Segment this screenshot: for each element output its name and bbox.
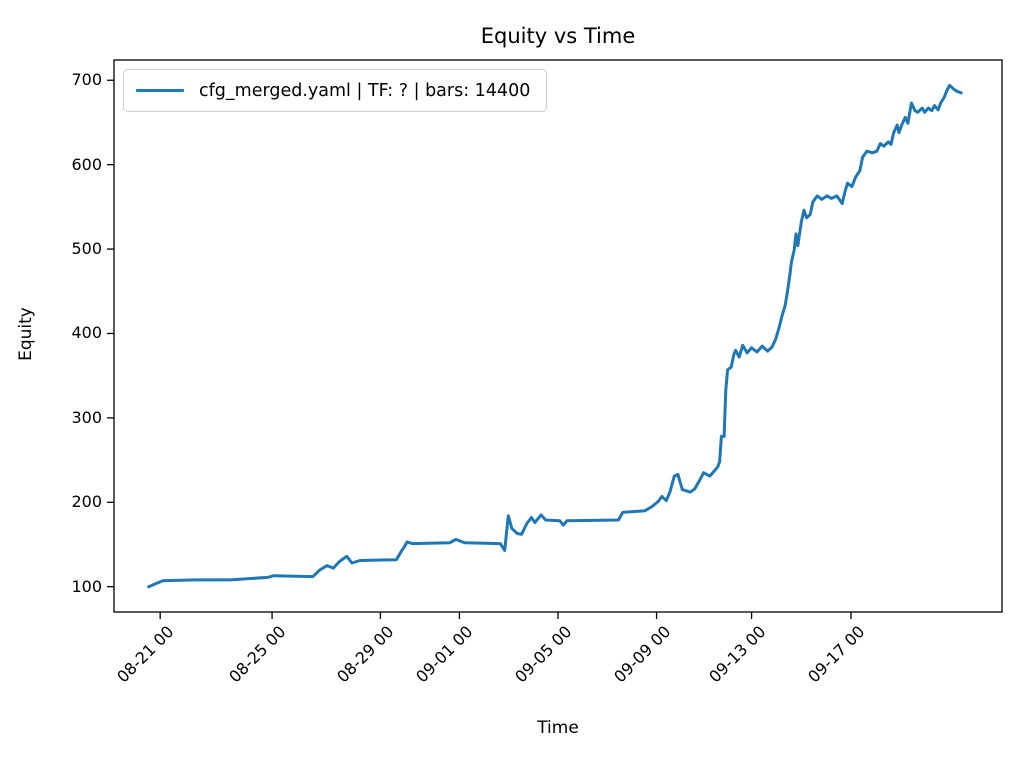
equity-line <box>147 83 963 589</box>
x-tick-marks <box>159 612 852 619</box>
y-tick-marks <box>107 79 114 588</box>
y-tick-label: 400 <box>71 323 102 343</box>
y-tick-label: 200 <box>71 492 102 512</box>
y-tick-label: 500 <box>71 239 102 259</box>
legend-series-label: cfg_merged.yaml | TF: ? | bars: 14400 <box>199 80 531 101</box>
plot-border <box>113 59 1003 613</box>
y-tick-label: 700 <box>71 70 102 90</box>
x-axis-label: Time <box>537 718 579 738</box>
y-axis-label: Equity <box>16 307 36 361</box>
legend: cfg_merged.yaml | TF: ? | bars: 14400 <box>123 69 548 112</box>
y-tick-label: 300 <box>71 407 102 427</box>
y-tick-label: 100 <box>71 576 102 596</box>
y-tick-label: 600 <box>71 154 102 174</box>
legend-line-swatch <box>136 89 184 92</box>
chart-title: Equity vs Time <box>480 24 636 48</box>
